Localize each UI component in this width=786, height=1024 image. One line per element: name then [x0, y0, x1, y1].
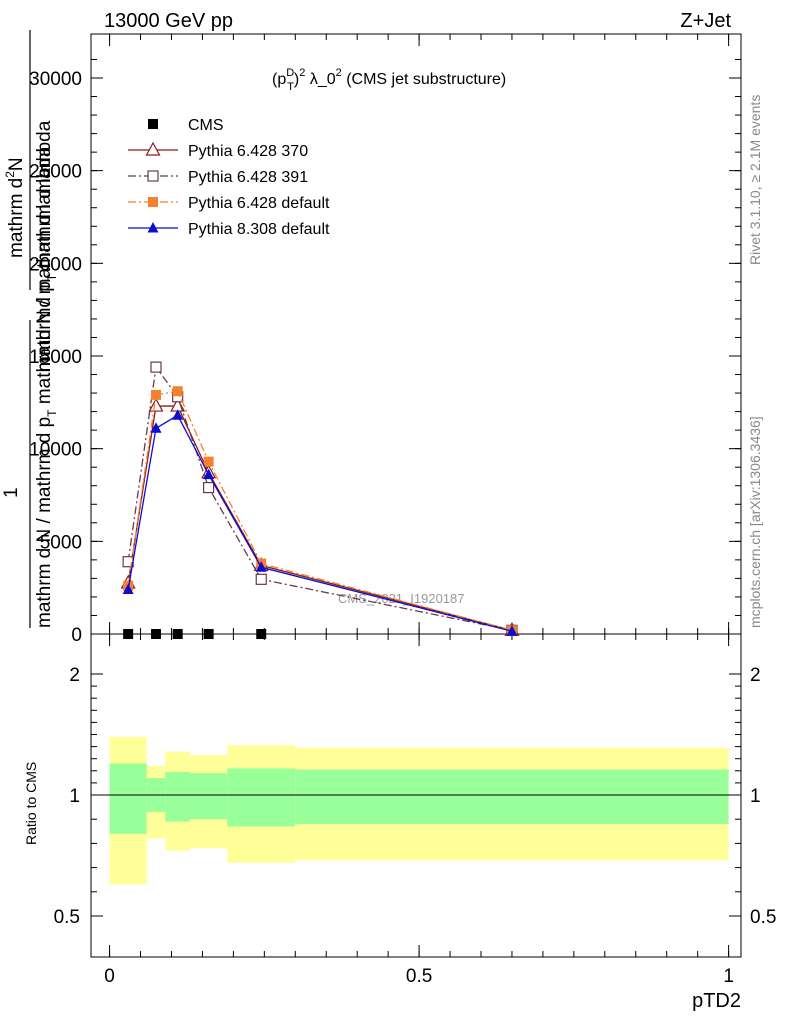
- ratio-band-inner: [165, 772, 191, 822]
- series-line-2: [127, 390, 513, 631]
- y-label-frac2-sub: T: [45, 409, 59, 417]
- y-tick-label: 15000: [29, 347, 82, 368]
- series-point-3: [255, 561, 267, 572]
- ratio-y-tick-label: 0.5: [54, 907, 80, 928]
- y-axis-label-main: mathrm d2N mathrmd pT mathrm d lambda 1 …: [1, 30, 59, 628]
- plot-title-sup-2a: 2: [299, 67, 305, 79]
- legend-label-0: CMS: [188, 117, 224, 134]
- series-point-0: [148, 397, 164, 412]
- legend-label-3: Pythia 6.428 default: [188, 195, 330, 212]
- plot-title-sup-2b: 2: [336, 67, 342, 79]
- mcplots-label: mcplots.cern.ch [arXiv:1306.3436]: [747, 416, 763, 628]
- series-point-3: [122, 583, 134, 595]
- y-label-frac2: mathrm d N / mathrm d pT mathrmd N / mat…: [34, 146, 59, 628]
- axis-ticks: 0 0.5 1 0 5000 10000 15000 20000 25000 30000 0.5 0.…: [29, 34, 776, 987]
- series-point-3: [172, 409, 184, 420]
- legend-marker-2: [147, 170, 159, 182]
- series-point-3: [150, 422, 162, 433]
- y-tick-label: 20000: [29, 254, 82, 275]
- y-label-den-sub: T: [45, 273, 59, 281]
- series-group: [120, 361, 520, 639]
- ratio-band-inner: [295, 769, 729, 825]
- legend-label-4: Pythia 8.308 default: [188, 221, 330, 238]
- ratio-y-tick-label-right: 0.5: [750, 907, 776, 928]
- legend-label-2: Pythia 6.428 391: [188, 169, 308, 186]
- rivet-label: Rivet 3.1.10, ≥ 2.1M events: [747, 95, 763, 265]
- legend-label-1: Pythia 6.428 370: [188, 143, 308, 160]
- y-label-num-sup: 2: [3, 171, 17, 178]
- cms-data-point: [256, 629, 267, 639]
- cms-data-point: [172, 629, 183, 639]
- series-point-2: [151, 389, 161, 400]
- ratio-y-tick-label-right: 2: [750, 665, 761, 686]
- cms-data-point: [151, 629, 161, 639]
- plot-title-part-d: (CMS jet substructure): [342, 71, 506, 88]
- y-tick-label: 0: [71, 625, 82, 646]
- series-line-3: [127, 414, 513, 632]
- y-label-frac1-den: mathrmd pT mathrm d lambda: [34, 120, 59, 372]
- y-axis-label-ratio: Ratio to CMS: [23, 762, 39, 845]
- y-label-frac2-a: mathrm d N / mathrm d p: [34, 417, 55, 628]
- legend: CMS Pythia 6.428 370 Pythia 6.428 391 Pythi…: [128, 117, 330, 238]
- cms-data-point: [123, 629, 134, 639]
- y-tick-label: 30000: [29, 69, 82, 90]
- ratio-band-inner: [190, 773, 228, 820]
- series-point-1: [255, 573, 267, 585]
- x-tick-label: 1: [723, 966, 734, 987]
- series-point-2: [172, 386, 183, 397]
- series-point-1: [150, 361, 162, 373]
- y-tick-label: 5000: [40, 532, 82, 553]
- x-tick-label: 0.5: [406, 966, 432, 987]
- x-axis-label: pTD2: [692, 990, 741, 1012]
- series-point-1: [203, 481, 215, 494]
- y-label-frac2-b: mathrmd N / mathrm d lambda: [34, 146, 55, 409]
- ratio-bands: [109, 736, 729, 885]
- header-right: Z+Jet: [680, 10, 731, 32]
- plot-title-part-c: λ_0: [305, 71, 335, 88]
- y-label-num-a: mathrm d: [6, 178, 27, 258]
- y-label-num-b: N: [6, 157, 27, 171]
- legend-marker-3: [148, 197, 158, 207]
- series-point-3: [203, 468, 215, 480]
- legend-marker-0: [148, 119, 158, 129]
- ratio-y-tick-label-right: 1: [750, 786, 761, 807]
- ratio-y-tick-label: 1: [69, 786, 80, 807]
- y-label-den-b: mathrm d lambda: [34, 120, 55, 274]
- series-point-2: [203, 456, 214, 467]
- y-label-one: 1: [1, 487, 22, 498]
- plot-title-part-a: (p: [272, 71, 286, 88]
- ratio-y-tick-label: 2: [69, 665, 80, 686]
- plot-title-part-b: ): [294, 71, 299, 88]
- ratio-band-inner: [109, 763, 147, 834]
- series-point-3: [506, 625, 518, 636]
- y-label-den-a: mathrmd p: [34, 281, 55, 372]
- y-tick-label: 10000: [29, 440, 82, 461]
- plot-title: (pD T)2 λ_02 (CMS jet substructure): [272, 67, 506, 93]
- plot-title-sup-d: D: [286, 67, 294, 79]
- legend-marker-1: [145, 141, 161, 156]
- ratio-band-inner: [227, 768, 296, 827]
- legend-marker-4: [147, 222, 159, 233]
- header-left: 13000 GeV pp: [104, 10, 233, 32]
- y-label-frac1-num: mathrm d2N: [3, 157, 27, 258]
- plot-title-sub-t: T: [287, 81, 294, 93]
- x-tick-label: 0: [104, 966, 115, 987]
- cms-data-point: [203, 629, 214, 639]
- y-tick-label: 25000: [29, 162, 82, 183]
- series-line-0: [127, 405, 513, 631]
